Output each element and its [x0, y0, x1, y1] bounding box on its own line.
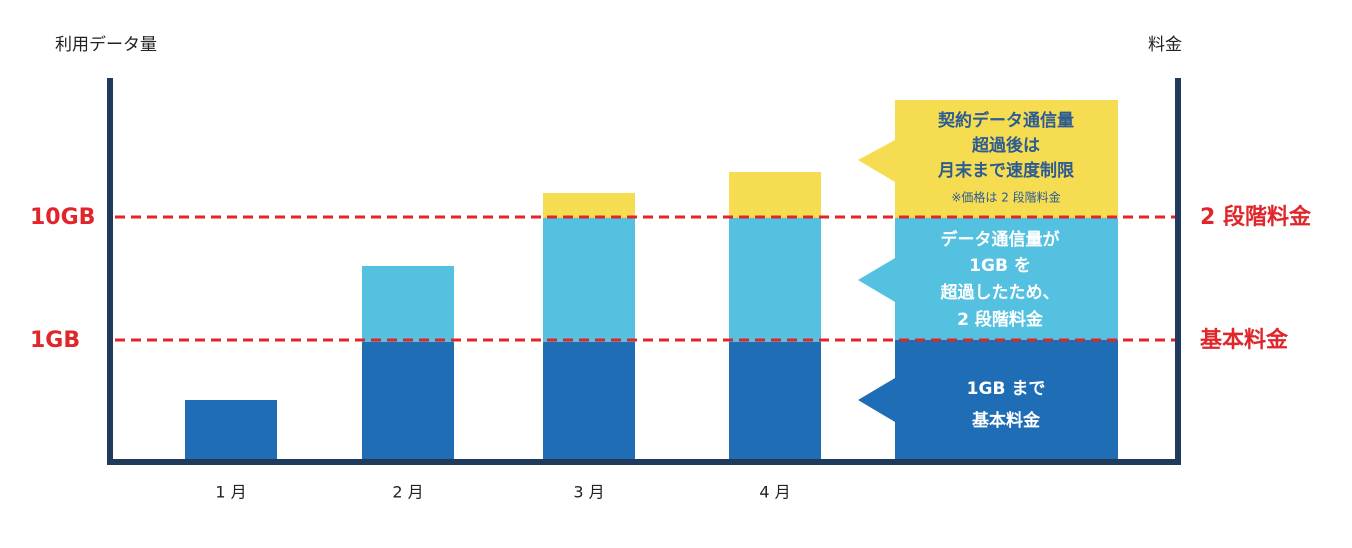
x-tick-label: 1 月: [215, 483, 246, 502]
bars: [185, 172, 821, 460]
callout-text: 月末まで速度制限: [937, 160, 1074, 181]
callout-text: 基本料金: [971, 410, 1041, 431]
bar-base: [729, 342, 821, 460]
threshold-label: 10GB: [30, 205, 95, 230]
bar-base: [362, 342, 454, 460]
bar-over-limit: [729, 172, 821, 218]
x-tick-label: 2 月: [392, 483, 423, 502]
callout-text: データ通信量が: [941, 229, 1060, 250]
bar-second-tier: [729, 218, 821, 342]
callout-second-tier: [858, 218, 1118, 340]
bar-over-limit: [543, 193, 635, 218]
callout-text: 超過後は: [972, 135, 1040, 156]
callout-text: 契約データ通信量: [937, 110, 1074, 131]
axes: [107, 78, 1181, 465]
x-tick-label: 3 月: [573, 483, 604, 502]
bar-base: [543, 342, 635, 460]
threshold-price: 基本料金: [1200, 327, 1289, 353]
callouts: 契約データ通信量 超過後は 月末まで速度制限 ※価格は 2 段階料金 データ通信…: [858, 100, 1118, 460]
callout-base: [858, 340, 1118, 460]
bar-second-tier: [362, 266, 454, 342]
threshold-label: 1GB: [30, 328, 80, 353]
callout-text: 2 段階料金: [957, 309, 1044, 330]
callout-text: 1GB を: [969, 256, 1031, 276]
threshold-price: 2 段階料金: [1200, 204, 1312, 230]
bar-base: [185, 400, 277, 460]
bar-second-tier: [543, 218, 635, 342]
axis-frame: [107, 78, 1181, 465]
callout-text: 1GB まで: [967, 379, 1046, 399]
callout-text: 超過したため、: [941, 282, 1060, 303]
y2-axis-label: 料金: [1148, 35, 1182, 55]
callout-note: ※価格は 2 段階料金: [951, 190, 1060, 205]
callout-over-limit: [858, 100, 1118, 218]
x-tick-label: 4 月: [759, 483, 790, 502]
y-axis-label: 利用データ量: [55, 34, 157, 55]
thresholds: 10GB 1GB 2 段階料金 基本料金: [30, 204, 1312, 353]
